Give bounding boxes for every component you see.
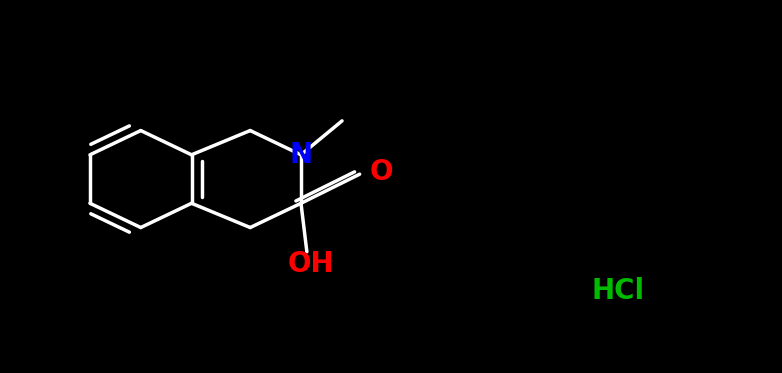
Text: OH: OH bbox=[288, 250, 334, 278]
Text: N: N bbox=[289, 141, 313, 169]
Text: O: O bbox=[370, 158, 393, 186]
Text: HCl: HCl bbox=[591, 277, 644, 305]
